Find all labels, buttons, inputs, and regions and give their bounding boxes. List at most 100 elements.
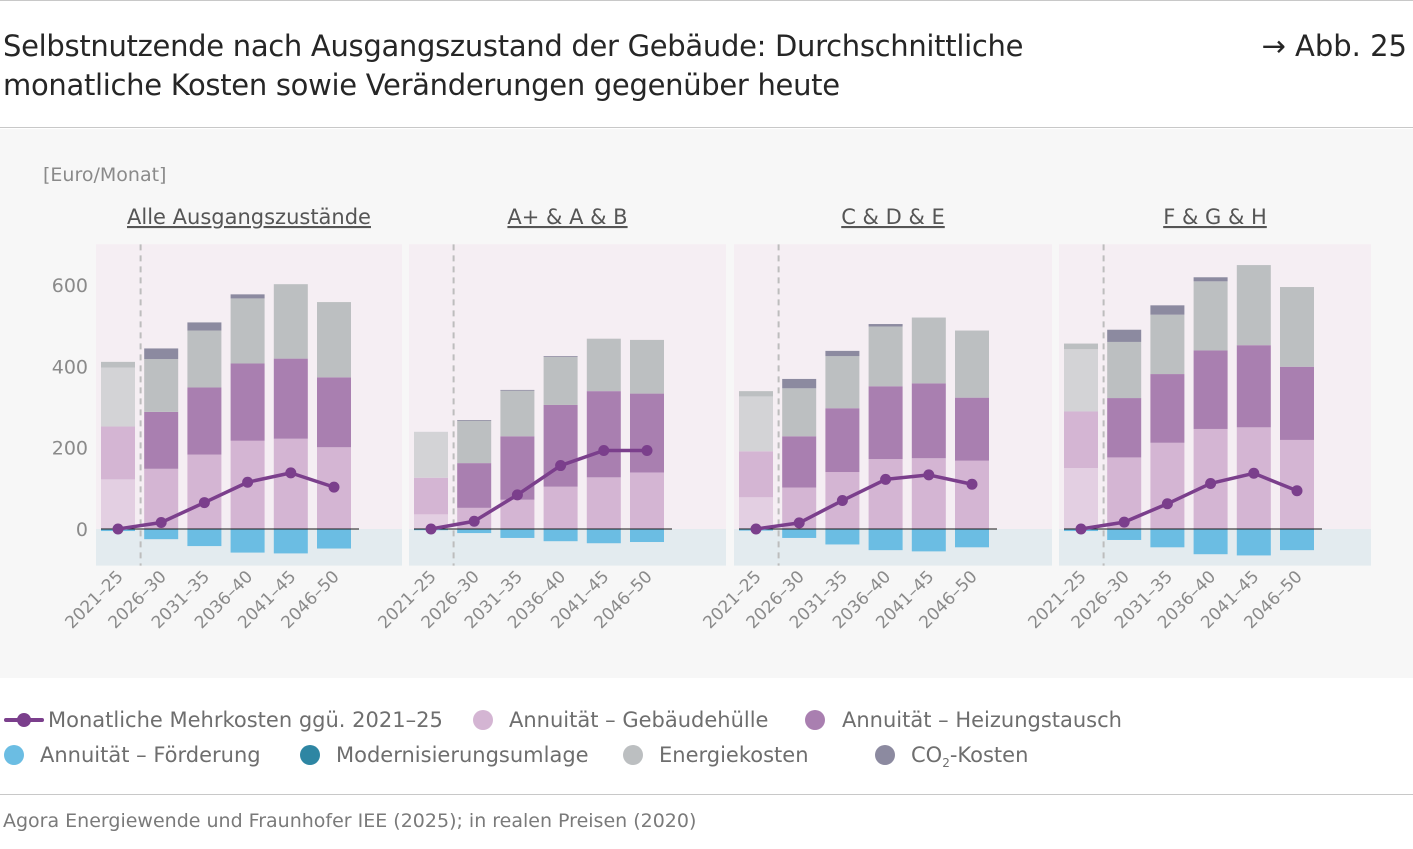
bar-heizungstausch xyxy=(911,383,946,459)
bar-energiekosten xyxy=(1150,314,1185,375)
top-rule xyxy=(0,0,1413,1)
y-tick-label: 200 xyxy=(52,438,88,460)
bar-foerderung xyxy=(543,529,578,542)
point-mehrkosten xyxy=(923,469,935,481)
chart-svg: [Euro/Monat] 0 200 400 600 Alle Ausgangszustä… xyxy=(43,164,1371,633)
bar-gebaeudehuelle xyxy=(187,454,222,529)
point-mehrkosten xyxy=(793,517,805,529)
point-mehrkosten xyxy=(641,445,653,457)
bar-foerderung xyxy=(187,529,222,547)
y-tick-label: 600 xyxy=(52,275,88,297)
bar-heizungstausch xyxy=(1193,350,1228,429)
bar-heizungstausch xyxy=(187,387,222,455)
source-note: Agora Energiewende und Fraunhofer IEE (2… xyxy=(3,810,697,832)
bar-gebaeudehuelle xyxy=(273,438,308,529)
legend-label-heizungstausch: Annuität – Heizungstausch xyxy=(842,708,1122,732)
bar-energiekosten xyxy=(230,298,265,364)
point-mehrkosten xyxy=(598,445,610,457)
bar-heizungstausch xyxy=(825,408,860,473)
point-mehrkosten xyxy=(425,523,437,535)
bar-co2-kosten xyxy=(187,322,222,331)
bar-heizungstausch xyxy=(1150,374,1185,443)
bar-co2-kosten xyxy=(1064,343,1098,350)
bar-energiekosten xyxy=(1236,265,1271,346)
point-mehrkosten xyxy=(1291,485,1303,497)
point-mehrkosten xyxy=(242,476,254,488)
bar-heizungstausch xyxy=(1236,345,1271,428)
legend-co2-suffix: -Kosten xyxy=(949,743,1029,767)
bar-foerderung xyxy=(911,529,946,552)
bar-energiekosten xyxy=(782,388,817,437)
bar-gebaeudehuelle xyxy=(630,472,664,529)
bar-gebaeudehuelle xyxy=(1150,442,1185,529)
point-mehrkosten xyxy=(285,467,297,479)
bar-energiekosten xyxy=(414,431,448,478)
bar-co2-kosten xyxy=(457,420,492,421)
point-mehrkosten xyxy=(468,515,480,527)
bar-heizungstausch xyxy=(273,358,308,439)
bar-foerderung xyxy=(1280,529,1314,551)
point-mehrkosten xyxy=(966,478,978,490)
bar-heizungstausch xyxy=(317,377,351,448)
bar-foerderung xyxy=(457,529,492,534)
bar-foerderung xyxy=(955,529,989,548)
bar-energiekosten xyxy=(1280,287,1314,367)
bar-energiekosten xyxy=(630,339,664,394)
bar-foerderung xyxy=(273,529,308,554)
bar-foerderung xyxy=(1150,529,1185,548)
bar-foerderung xyxy=(1107,529,1142,540)
bar-heizungstausch xyxy=(739,451,773,498)
legend-label-modernisierung: Modernisierungsumlage xyxy=(336,743,589,767)
bar-energiekosten xyxy=(955,330,989,398)
point-mehrkosten xyxy=(1075,523,1087,535)
legend-co2-sub: 2 xyxy=(942,756,950,771)
bar-heizungstausch xyxy=(1107,398,1142,458)
bar-energiekosten xyxy=(457,420,492,464)
bar-energiekosten xyxy=(1193,281,1228,351)
panel-title: C & D & E xyxy=(841,205,945,229)
chart-area: [Euro/Monat] 0 200 400 600 Alle Ausgangszustä… xyxy=(0,129,1413,678)
bar-heizungstausch xyxy=(1064,411,1098,468)
bar-gebaeudehuelle xyxy=(500,499,535,529)
bar-energiekosten xyxy=(1064,349,1098,412)
bar-heizungstausch xyxy=(630,393,664,473)
point-mehrkosten xyxy=(750,523,762,535)
point-mehrkosten xyxy=(1161,498,1173,510)
bar-foerderung xyxy=(1236,529,1271,556)
bar-foerderung xyxy=(317,529,351,549)
bar-energiekosten xyxy=(543,356,578,405)
legend-label-mehrkosten: Monatliche Mehrkosten ggü. 2021–25 xyxy=(48,708,443,732)
bar-heizungstausch xyxy=(955,397,989,461)
bar-heizungstausch xyxy=(230,363,265,441)
bar-heizungstausch xyxy=(414,477,448,515)
panel-title: A+ & A & B xyxy=(507,205,627,229)
bar-gebaeudehuelle xyxy=(1064,468,1098,529)
bar-energiekosten xyxy=(911,317,946,384)
chart-title: Selbstnutzende nach Ausgangszustand der … xyxy=(3,29,1024,102)
bar-co2-kosten xyxy=(782,378,817,389)
bar-foerderung xyxy=(630,529,664,543)
bar-foerderung xyxy=(586,529,621,544)
panel-title: F & G & H xyxy=(1163,205,1267,229)
legend-label-co2: CO2-Kosten xyxy=(911,741,1028,777)
bar-co2-kosten xyxy=(739,391,773,397)
bar-gebaeudehuelle xyxy=(101,479,135,529)
legend: Monatliche Mehrkosten ggü. 2021–25 Annui… xyxy=(0,700,1413,780)
legend-swatch-co2 xyxy=(875,745,895,765)
point-mehrkosten xyxy=(155,516,167,528)
figure-reference-link[interactable]: → Abb. 25 xyxy=(1261,29,1407,63)
bar-gebaeudehuelle xyxy=(586,477,621,529)
bar-heizungstausch xyxy=(782,436,817,488)
point-mehrkosten xyxy=(198,497,210,509)
bar-co2-kosten xyxy=(101,361,135,368)
legend-swatch-energiekosten xyxy=(623,745,643,765)
bar-energiekosten xyxy=(273,284,308,359)
bar-heizungstausch xyxy=(144,411,179,469)
bar-gebaeudehuelle xyxy=(543,486,578,529)
footer-rule xyxy=(0,794,1413,795)
legend-line-dot xyxy=(17,713,31,727)
bar-heizungstausch xyxy=(101,426,135,480)
line-mehrkosten xyxy=(117,471,335,531)
bar-gebaeudehuelle xyxy=(414,514,448,529)
line-mehrkosten xyxy=(430,448,647,531)
